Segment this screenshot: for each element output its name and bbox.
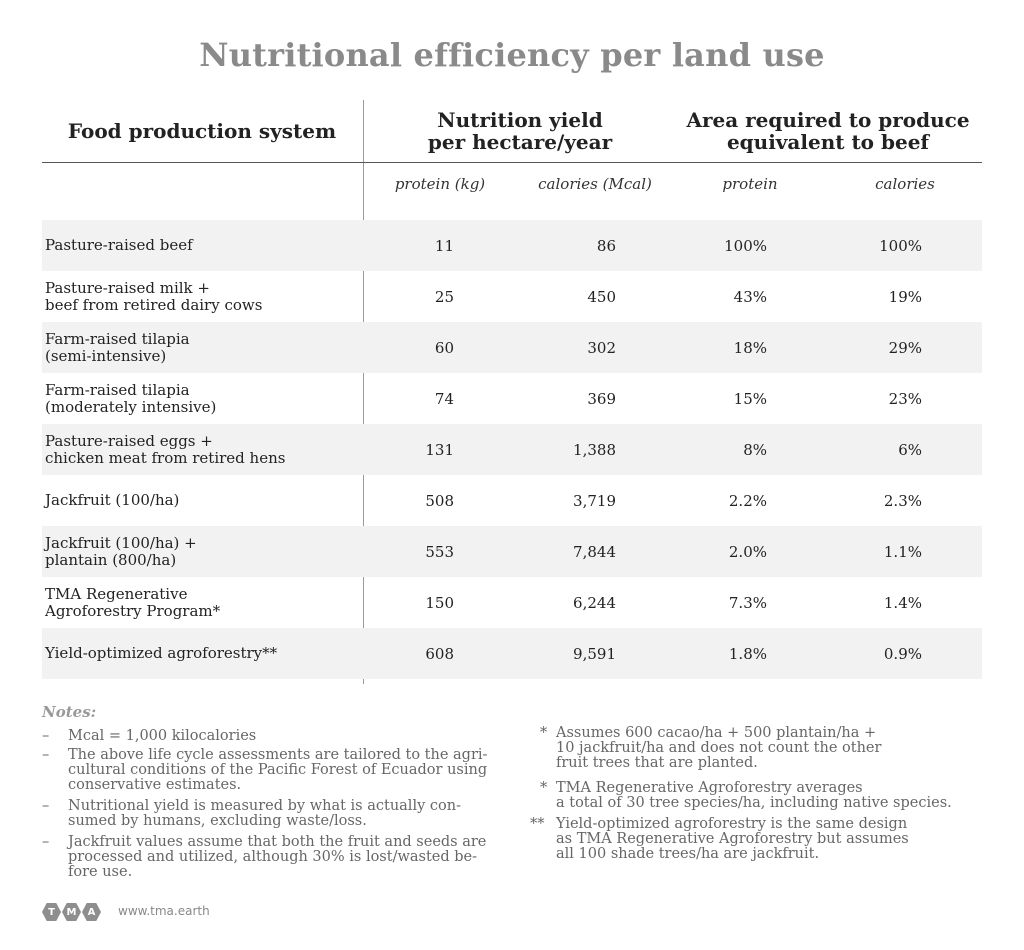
calories-value: 1,388 (573, 440, 616, 459)
table-row: Pasture-raised beef 11 86 100% 100% (42, 220, 982, 271)
header-rule (42, 162, 982, 163)
note-text: Nutritional yield is measured by what is… (68, 798, 461, 829)
protein-value: 11 (434, 236, 454, 255)
note-marker: * (540, 725, 548, 741)
area-protein-value: 18% (733, 338, 767, 357)
area-protein-value: 2.0% (728, 542, 767, 561)
calories-value: 3,719 (573, 491, 616, 510)
calories-value: 9,591 (573, 644, 616, 663)
note-text: Assumes 600 cacao/ha + 500 plantain/ha +… (556, 725, 882, 771)
row-name: Yield-optimized agroforestry** (45, 644, 278, 662)
calories-value: 450 (587, 287, 616, 306)
note-right: * TMA Regenerative Agroforestry averages… (530, 781, 1000, 826)
note-left: – Jackfruit values assume that both the … (42, 835, 522, 880)
row-name: Farm-raised tilapia (moderately intensiv… (45, 380, 217, 416)
protein-value: 74 (434, 389, 454, 408)
column-divider (363, 100, 364, 684)
note-text: The above life cycle assessments are tai… (68, 747, 488, 793)
row-name: Jackfruit (100/ha) + plantain (800/ha) (45, 533, 197, 569)
calories-value: 302 (587, 338, 616, 357)
row-name: Pasture-raised eggs + chicken meat from … (45, 431, 286, 467)
area-protein-value: 100% (724, 236, 767, 255)
note-text: Yield-optimized agroforestry is the same… (556, 816, 909, 862)
area-protein-value: 15% (733, 389, 767, 408)
area-calories-value: 23% (888, 389, 922, 408)
note-right: * Assumes 600 cacao/ha + 500 plantain/ha… (530, 726, 1000, 771)
row-name: Farm-raised tilapia (semi-intensive) (45, 329, 190, 365)
protein-value: 508 (425, 491, 454, 510)
note-marker: – (42, 728, 50, 744)
note-marker: – (42, 747, 50, 763)
area-calories-value: 29% (888, 338, 922, 357)
header-area-required: Area required to produce equivalent to b… (686, 108, 970, 154)
tma-logo: T M A (42, 903, 102, 921)
calories-value: 6,244 (573, 593, 616, 612)
subheader-area-protein: protein (722, 175, 778, 193)
row-name: TMA Regenerative Agroforestry Program* (45, 584, 221, 620)
protein-value: 131 (425, 440, 454, 459)
table-row: Farm-raised tilapia (semi-intensive) 60 … (42, 322, 982, 373)
table-row: Jackfruit (100/ha) 508 3,719 2.2% 2.3% (42, 475, 982, 526)
note-marker: – (42, 798, 50, 814)
website-url: www.tma.earth (118, 904, 210, 918)
area-protein-value: 43% (733, 287, 767, 306)
area-calories-value: 100% (879, 236, 922, 255)
row-name: Pasture-raised beef (45, 236, 193, 254)
row-name: Pasture-raised milk + beef from retired … (45, 278, 263, 314)
page-title: Nutritional efficiency per land use (199, 36, 825, 74)
note-text: Jackfruit values assume that both the fr… (68, 834, 487, 880)
protein-value: 553 (425, 542, 454, 561)
note-text: Mcal = 1,000 kilocalories (68, 728, 257, 744)
calories-value: 369 (587, 389, 616, 408)
logo-letter: M (62, 903, 81, 921)
area-calories-value: 1.4% (883, 593, 922, 612)
logo-letter: T (42, 903, 61, 921)
protein-value: 25 (434, 287, 454, 306)
area-calories-value: 2.3% (883, 491, 922, 510)
notes-title: Notes: (42, 703, 97, 721)
protein-value: 150 (425, 593, 454, 612)
area-protein-value: 8% (743, 440, 767, 459)
note-text: TMA Regenerative Agroforestry averages a… (556, 780, 952, 811)
table-row: Yield-optimized agroforestry** 608 9,591… (42, 628, 982, 679)
area-calories-value: 1.1% (883, 542, 922, 561)
row-name: Jackfruit (100/ha) (45, 491, 180, 509)
subheader-protein-kg: protein (kg) (394, 175, 486, 193)
subheader-calories-mcal: calories (Mcal) (538, 175, 652, 193)
area-calories-value: 19% (888, 287, 922, 306)
note-marker: * (540, 780, 548, 796)
header-food-system: Food production system (67, 119, 337, 143)
table-row: Jackfruit (100/ha) + plantain (800/ha) 5… (42, 526, 982, 577)
protein-value: 60 (434, 338, 454, 357)
calories-value: 86 (596, 236, 616, 255)
area-protein-value: 7.3% (728, 593, 767, 612)
area-calories-value: 6% (898, 440, 922, 459)
note-left: – The above life cycle assessments are t… (42, 748, 522, 793)
header-nutrition-yield: Nutrition yield per hectare/year (427, 108, 613, 154)
protein-value: 608 (425, 644, 454, 663)
note-marker: ** (530, 816, 545, 832)
subheader-area-calories: calories (875, 175, 935, 193)
table-row: Pasture-raised eggs + chicken meat from … (42, 424, 982, 475)
table-row: TMA Regenerative Agroforestry Program* 1… (42, 577, 982, 628)
note-left: – Nutritional yield is measured by what … (42, 799, 522, 844)
table-row: Pasture-raised milk + beef from retired … (42, 271, 982, 322)
note-right: ** Yield-optimized agroforestry is the s… (530, 817, 1000, 862)
logo-letter: A (82, 903, 101, 921)
calories-value: 7,844 (573, 542, 616, 561)
area-protein-value: 2.2% (728, 491, 767, 510)
table-row: Farm-raised tilapia (moderately intensiv… (42, 373, 982, 424)
note-marker: – (42, 834, 50, 850)
note-left: – Mcal = 1,000 kilocalories (42, 729, 522, 774)
area-calories-value: 0.9% (883, 644, 922, 663)
area-protein-value: 1.8% (728, 644, 767, 663)
